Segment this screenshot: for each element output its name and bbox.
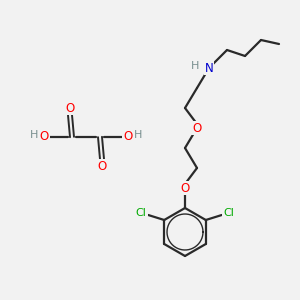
Text: Cl: Cl [223, 208, 234, 218]
Text: O: O [98, 160, 106, 172]
Text: O: O [65, 101, 75, 115]
Text: O: O [39, 130, 49, 143]
Text: H: H [191, 61, 199, 71]
Text: N: N [205, 61, 213, 74]
Text: H: H [134, 130, 142, 140]
Text: O: O [192, 122, 202, 134]
Text: O: O [123, 130, 133, 143]
Text: Cl: Cl [136, 208, 147, 218]
Text: O: O [180, 182, 190, 194]
Text: H: H [30, 130, 38, 140]
